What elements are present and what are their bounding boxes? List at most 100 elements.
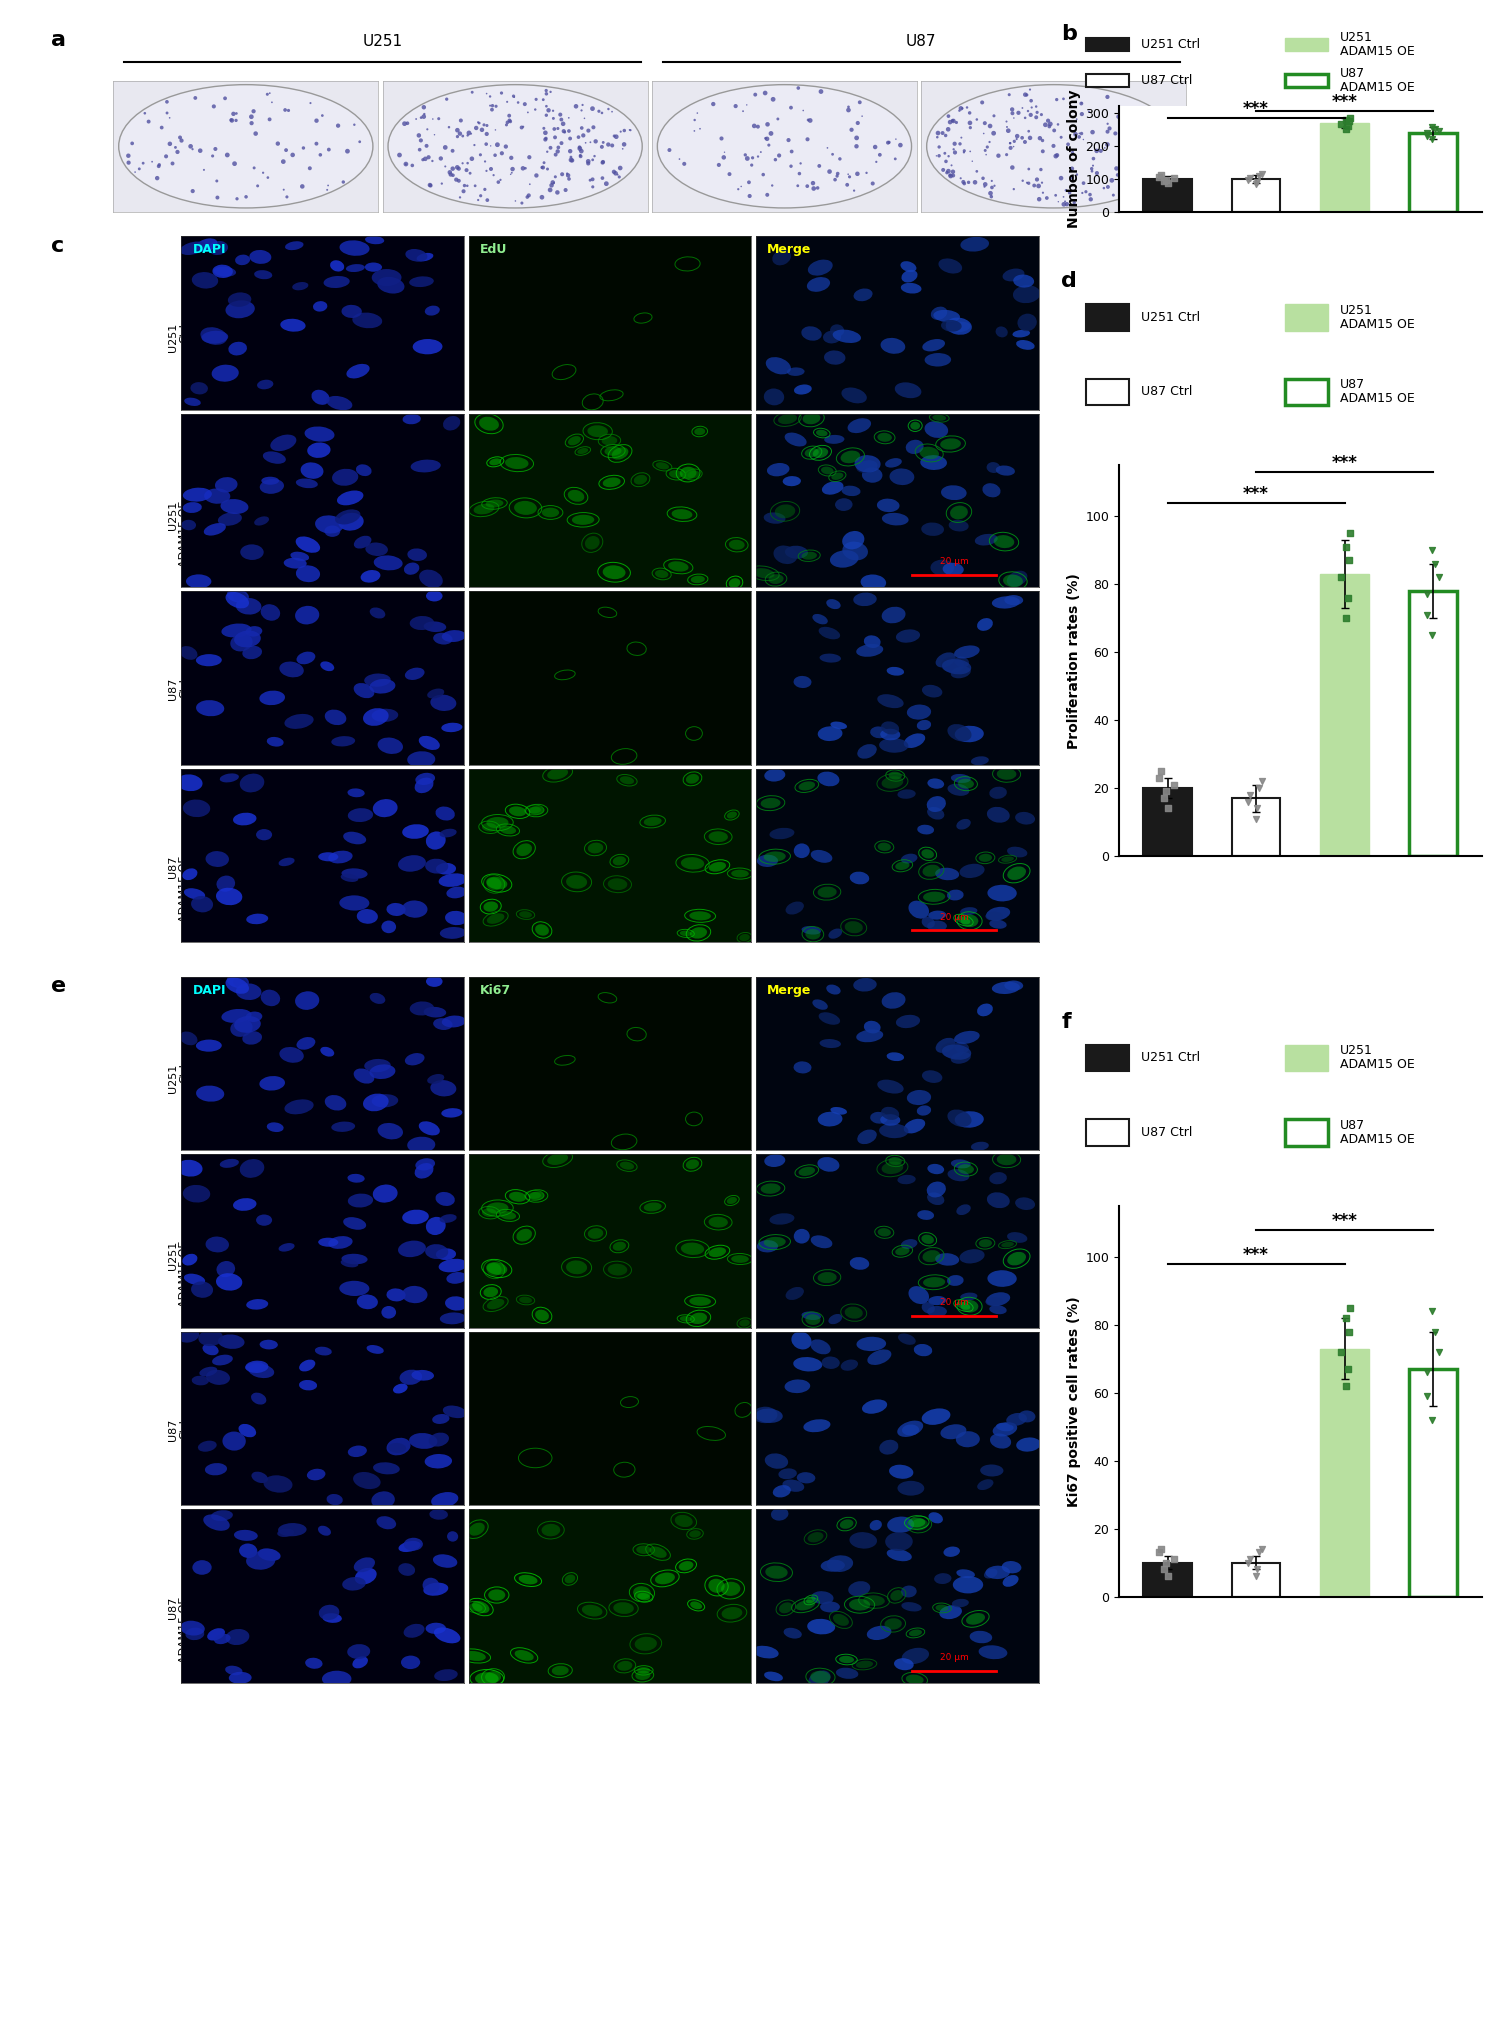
Point <box>165 135 189 167</box>
Point <box>1099 163 1123 196</box>
Ellipse shape <box>655 1572 674 1584</box>
Point <box>1010 93 1034 125</box>
Ellipse shape <box>414 777 434 793</box>
Ellipse shape <box>978 1645 1007 1659</box>
Point <box>581 163 605 196</box>
Point <box>1250 157 1275 190</box>
Ellipse shape <box>203 1344 219 1356</box>
Ellipse shape <box>240 545 263 559</box>
Ellipse shape <box>753 1407 777 1423</box>
Point <box>712 135 736 167</box>
Ellipse shape <box>989 1172 1007 1185</box>
Point <box>475 117 499 149</box>
Ellipse shape <box>197 700 224 716</box>
Point <box>1111 117 1136 149</box>
Point <box>541 167 565 200</box>
Text: c: c <box>51 236 64 256</box>
Point <box>451 119 475 151</box>
Point <box>549 103 573 135</box>
Point <box>1095 81 1119 113</box>
Ellipse shape <box>464 1651 485 1661</box>
Point <box>815 131 839 163</box>
Point <box>845 157 869 190</box>
Ellipse shape <box>225 1629 249 1645</box>
Point <box>1427 561 1452 593</box>
Ellipse shape <box>854 456 880 472</box>
Ellipse shape <box>801 327 821 341</box>
Point <box>534 75 558 107</box>
Ellipse shape <box>889 1465 913 1479</box>
Ellipse shape <box>960 1249 984 1263</box>
Ellipse shape <box>862 1398 888 1415</box>
Ellipse shape <box>774 545 797 565</box>
Ellipse shape <box>953 1598 969 1608</box>
Ellipse shape <box>688 470 700 478</box>
Point <box>600 95 624 127</box>
Point <box>801 167 826 200</box>
Point <box>517 180 541 212</box>
Ellipse shape <box>240 1158 265 1179</box>
Ellipse shape <box>996 1154 1016 1164</box>
Point <box>573 127 597 159</box>
Point <box>972 117 996 149</box>
Point <box>1415 579 1439 611</box>
Ellipse shape <box>183 1253 198 1265</box>
Point <box>934 157 959 190</box>
Ellipse shape <box>346 264 364 272</box>
Ellipse shape <box>947 1275 963 1285</box>
Point <box>780 135 804 167</box>
Ellipse shape <box>246 1300 268 1310</box>
Ellipse shape <box>262 476 280 484</box>
Ellipse shape <box>260 478 284 494</box>
Point <box>980 165 1004 198</box>
Ellipse shape <box>984 1568 998 1578</box>
Y-axis label: Number of colony: Number of colony <box>1067 91 1081 228</box>
Point <box>141 145 165 178</box>
Ellipse shape <box>256 829 272 839</box>
Ellipse shape <box>901 270 918 283</box>
Ellipse shape <box>535 1310 549 1322</box>
Ellipse shape <box>292 283 308 291</box>
Point <box>981 117 1005 149</box>
Ellipse shape <box>192 1560 212 1574</box>
Point <box>260 87 284 119</box>
Ellipse shape <box>177 775 203 791</box>
Ellipse shape <box>881 993 906 1009</box>
Ellipse shape <box>848 418 871 434</box>
Ellipse shape <box>898 1174 916 1185</box>
Point <box>1005 119 1030 151</box>
Point <box>1018 73 1042 105</box>
Point <box>407 119 431 151</box>
Point <box>717 157 741 190</box>
Ellipse shape <box>909 1285 928 1304</box>
Ellipse shape <box>488 1590 505 1600</box>
Point <box>556 115 581 147</box>
Ellipse shape <box>378 1122 404 1140</box>
Ellipse shape <box>791 1332 812 1350</box>
Point <box>1329 1336 1353 1368</box>
Ellipse shape <box>732 870 748 878</box>
Ellipse shape <box>407 751 435 767</box>
Point <box>754 180 779 212</box>
Point <box>821 137 845 170</box>
Point <box>420 145 445 178</box>
Ellipse shape <box>758 856 779 868</box>
Ellipse shape <box>785 545 807 559</box>
Point <box>387 139 411 172</box>
Ellipse shape <box>565 876 587 888</box>
Ellipse shape <box>284 557 307 569</box>
Ellipse shape <box>830 1108 847 1114</box>
Ellipse shape <box>245 1011 262 1021</box>
Text: U251 Ctrl: U251 Ctrl <box>1142 311 1201 323</box>
Point <box>971 87 995 119</box>
Bar <box>1409 133 1458 212</box>
Ellipse shape <box>487 1300 505 1310</box>
Ellipse shape <box>249 250 271 264</box>
Point <box>753 77 777 109</box>
Point <box>1060 161 1084 194</box>
Ellipse shape <box>674 1516 692 1528</box>
Ellipse shape <box>960 1300 978 1312</box>
Ellipse shape <box>922 339 945 351</box>
Ellipse shape <box>942 563 963 575</box>
Ellipse shape <box>729 539 745 549</box>
